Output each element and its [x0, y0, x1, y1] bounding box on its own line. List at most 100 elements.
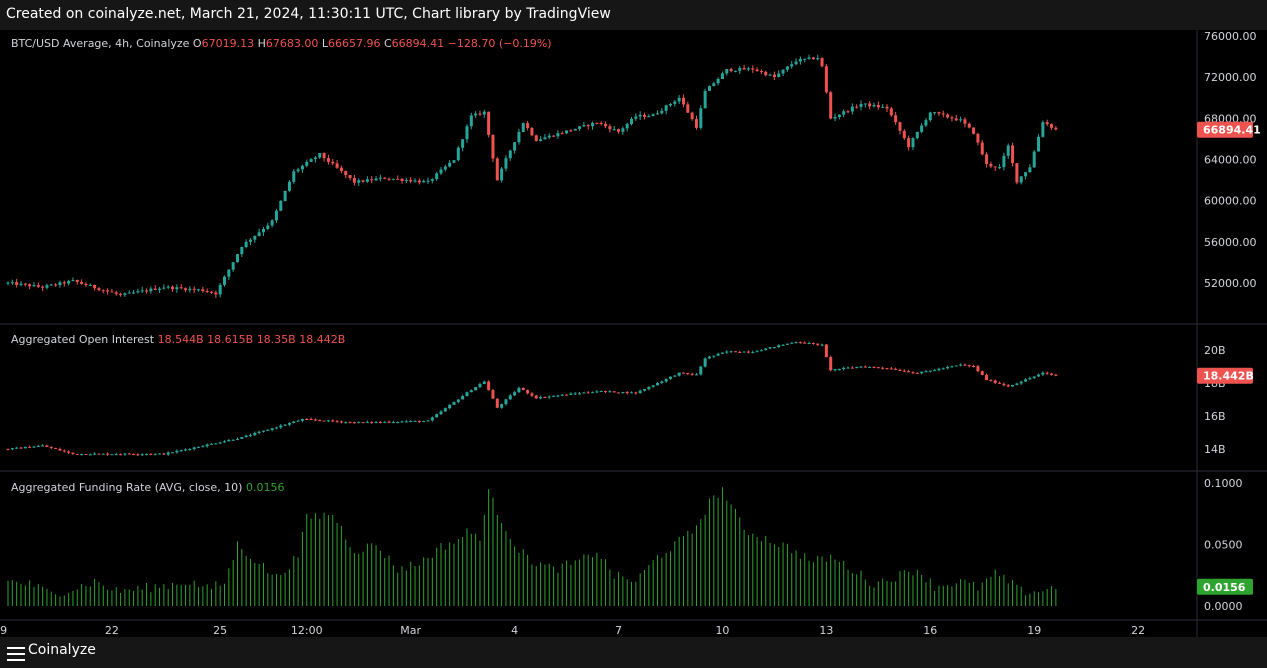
candle-body [837, 114, 841, 117]
candle-body [738, 68, 742, 71]
candle-body [681, 372, 685, 374]
candle-body [630, 392, 634, 394]
price-axis[interactable]: 76000.0072000.0068000.0064000.0060000.00… [1197, 30, 1261, 613]
candle-body [820, 344, 824, 346]
candle-body [474, 113, 478, 116]
candle-body [309, 159, 313, 162]
candle-body [578, 393, 582, 395]
candle-body [28, 284, 32, 287]
funding-rate-pane[interactable] [7, 487, 1057, 606]
candle-body [97, 288, 101, 291]
candle-body [6, 449, 10, 450]
candle-body [62, 282, 66, 284]
candle-body [1050, 373, 1054, 375]
candle-body [894, 368, 898, 371]
candle-body [123, 453, 127, 455]
candle-body [197, 446, 201, 448]
candle-body [959, 364, 963, 366]
candle-body [1032, 376, 1036, 379]
candle-body [777, 73, 781, 77]
candle-body [184, 449, 188, 451]
candle-body [214, 292, 218, 295]
candle-body [80, 453, 84, 455]
candle-body [547, 135, 551, 138]
candle-body [127, 292, 131, 294]
footer-bar: Coinalyze [0, 637, 1267, 668]
candle-body [409, 180, 413, 182]
chart-area[interactable]: 76000.0072000.0068000.0064000.0060000.00… [0, 30, 1267, 637]
last-price-badge: 66894.41 [1203, 124, 1261, 137]
candle-body [452, 401, 456, 405]
candle-body [764, 348, 768, 351]
candle-body [240, 437, 244, 439]
candle-body [798, 58, 802, 62]
candle-body [214, 443, 218, 445]
candle-body [803, 342, 807, 344]
candle-body [335, 163, 339, 168]
time-axis[interactable]: 9 22 25 12:00 Mar 4 7 10 13 16 19 22 [0, 624, 1145, 637]
candle-body [36, 446, 40, 448]
candle-body [651, 114, 655, 117]
candle-body [933, 112, 937, 114]
candle-body [45, 285, 49, 288]
candle-body [370, 421, 374, 423]
candle-body [928, 370, 932, 372]
candle-body [448, 162, 452, 167]
candle-body [885, 106, 889, 109]
candle-body [526, 390, 530, 394]
candle-body [84, 453, 88, 455]
candle-body [223, 441, 226, 443]
candle-body [244, 241, 248, 248]
candle-body [361, 180, 365, 182]
open-interest-pane[interactable] [6, 341, 1058, 457]
candle-body [1037, 136, 1041, 152]
candle-body [621, 392, 625, 394]
candle-body [313, 157, 317, 160]
time-tick-label: Mar [400, 624, 421, 637]
candle-body [850, 367, 854, 369]
candle-body [153, 288, 157, 290]
candle-body [1019, 381, 1023, 384]
candle-body [331, 420, 335, 422]
candle-body [67, 280, 71, 284]
candle-body [292, 421, 296, 424]
candle-body [188, 288, 192, 291]
candle-body [452, 160, 456, 163]
candle-body [582, 392, 586, 394]
candle-body [855, 366, 859, 368]
menu-icon[interactable] [7, 647, 25, 661]
candle-body [859, 103, 863, 107]
candle-body [759, 350, 763, 352]
candle-body [322, 420, 326, 422]
candle-body [1028, 167, 1032, 173]
candle-body [816, 58, 820, 60]
candle-body [998, 382, 1002, 384]
candle-body [807, 57, 811, 59]
candle-body [210, 291, 214, 293]
candle-body [954, 365, 958, 367]
price-pane[interactable] [6, 54, 1058, 298]
candle-body [768, 347, 772, 349]
candle-body [911, 372, 915, 374]
candle-body [686, 104, 690, 113]
candle-body [127, 453, 131, 455]
candle-body [32, 446, 36, 448]
candle-body [188, 449, 192, 451]
last-price-badge-bg [1197, 121, 1253, 138]
candle-body [136, 291, 140, 293]
candle-body [1015, 383, 1019, 385]
candle-body [850, 106, 854, 112]
candle-body [19, 447, 23, 449]
candle-body [482, 111, 486, 115]
candle-body [959, 119, 963, 121]
candle-body [1041, 372, 1045, 375]
candle-body [283, 424, 287, 426]
candle-body [703, 90, 707, 109]
candle-body [10, 448, 14, 450]
candle-body [790, 64, 794, 67]
candle-body [482, 381, 486, 384]
candle-body [383, 177, 387, 179]
candle-body [920, 125, 924, 132]
candle-body [1045, 122, 1049, 125]
candle-body [495, 158, 499, 181]
